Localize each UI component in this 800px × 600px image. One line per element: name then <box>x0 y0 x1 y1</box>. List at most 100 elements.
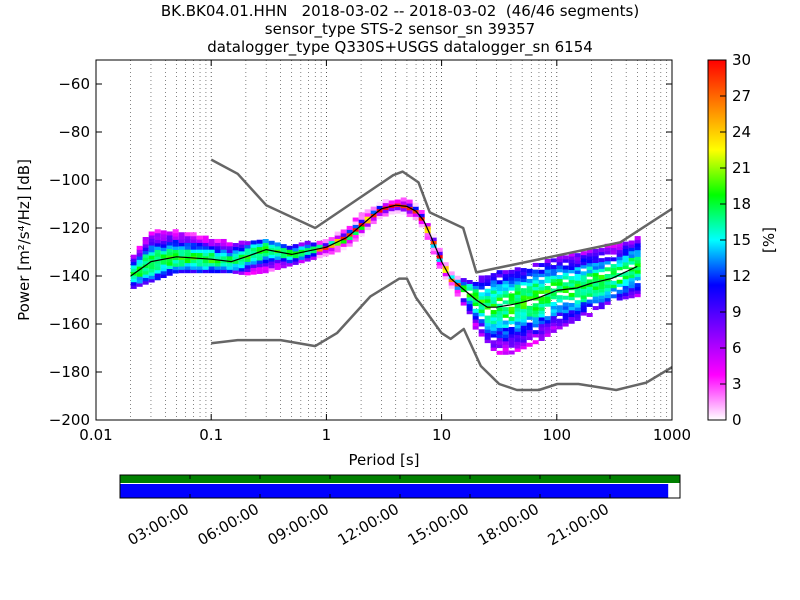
heatmap-cell <box>370 216 377 221</box>
heatmap-cell <box>136 255 143 260</box>
heatmap-cell <box>166 238 173 243</box>
heatmap-cell <box>430 233 437 238</box>
heatmap-cell <box>604 297 611 302</box>
heatmap-cell <box>568 265 575 270</box>
heatmap-cell <box>538 316 545 321</box>
heatmap-cell <box>496 320 503 325</box>
heatmap-cell <box>418 209 425 214</box>
heatmap-cell <box>148 265 155 270</box>
heatmap-cell <box>400 207 407 212</box>
heatmap-cell <box>226 265 233 270</box>
heatmap-cell <box>532 309 539 314</box>
heatmap-cell <box>520 298 527 303</box>
heatmap-cell <box>142 267 149 272</box>
heatmap-cell <box>532 320 539 325</box>
heatmap-cell <box>532 262 539 267</box>
heatmap-cell <box>520 315 527 320</box>
heatmap-cell <box>478 312 485 317</box>
heatmap-cell <box>136 249 143 254</box>
heatmap-cell <box>208 265 215 270</box>
y-tick-label: −180 <box>49 363 90 381</box>
heatmap-cell <box>334 238 341 243</box>
heatmap-cell <box>142 253 149 258</box>
heatmap-cell <box>160 233 167 238</box>
heatmap-cell <box>286 259 293 264</box>
heatmap-cell <box>550 275 557 280</box>
heatmap-cell <box>154 239 161 244</box>
heatmap-cell <box>328 237 335 242</box>
heatmap-cell <box>496 307 503 312</box>
heatmap-cell <box>154 262 161 267</box>
heatmap-cell <box>292 257 299 262</box>
heatmap-cell <box>142 240 149 245</box>
heatmap-cell <box>172 256 179 261</box>
heatmap-cell <box>508 283 515 288</box>
heatmap-cell <box>238 267 245 272</box>
heatmap-cell <box>280 247 287 252</box>
heatmap-cell <box>358 229 365 234</box>
heatmap-cell <box>568 262 575 267</box>
heatmap-cell <box>526 292 533 297</box>
heatmap-cell <box>478 285 485 290</box>
x-axis: 0.01 0.1 1 10 100 1000 <box>79 60 691 444</box>
heatmap-cell <box>628 294 635 299</box>
heatmap-cell <box>532 333 539 338</box>
heatmap-cell <box>154 235 161 240</box>
colorbar-tick-label: 15 <box>732 231 751 249</box>
heatmap-cell <box>508 269 515 274</box>
heatmap-cell <box>496 317 503 322</box>
heatmap-cell <box>286 262 293 267</box>
heatmap-cell <box>496 273 503 278</box>
heatmap-cell <box>268 264 275 269</box>
heatmap-cell <box>436 257 443 262</box>
heatmap-cell <box>154 229 161 234</box>
heatmap-cell <box>232 243 239 248</box>
heatmap-cell <box>532 286 539 291</box>
heatmap-cell <box>586 252 593 257</box>
x-tick-label: 10 <box>432 426 451 444</box>
heatmap-cell <box>634 246 641 251</box>
heatmap-cell <box>346 229 353 234</box>
heatmap-cell <box>514 297 521 302</box>
heatmap-cell <box>136 266 143 271</box>
heatmap-cell <box>262 259 269 264</box>
heatmap-cell <box>532 283 539 288</box>
heatmap-cell <box>298 255 305 260</box>
heatmap-cell <box>256 256 263 261</box>
heatmap-cell <box>598 248 605 253</box>
heatmap-cell <box>130 268 137 273</box>
heatmap-cell <box>148 278 155 283</box>
heatmap-cell <box>424 219 431 224</box>
heatmap-cell <box>538 283 545 288</box>
heatmap-cell <box>490 347 497 352</box>
heatmap-cell <box>142 243 149 248</box>
heatmap-cell <box>214 255 221 260</box>
heatmap-cell <box>598 298 605 303</box>
colorbar-tick-label: 18 <box>732 195 751 213</box>
heatmap-cell <box>220 245 227 250</box>
heatmap-cell <box>508 337 515 342</box>
heatmap-cell <box>274 242 281 247</box>
heatmap-cell <box>208 238 215 243</box>
heatmap-cell <box>154 252 161 257</box>
heatmap-cell <box>610 280 617 285</box>
heatmap-cell <box>160 240 167 245</box>
heatmap-cell <box>250 270 257 275</box>
heatmap-cell <box>382 209 389 214</box>
nlnm-curve <box>211 277 672 392</box>
heatmap-cell <box>634 239 641 244</box>
heatmap-cell <box>484 332 491 337</box>
heatmap-cell <box>322 252 329 257</box>
heatmap-cell <box>226 262 233 267</box>
heatmap-cell <box>550 318 557 323</box>
heatmap-cell <box>508 310 515 315</box>
heatmap-cell <box>214 249 221 254</box>
heatmap-cell <box>394 206 401 211</box>
heatmap-cell <box>526 336 533 341</box>
heatmap-cell <box>358 219 365 224</box>
heatmap-cell <box>190 252 197 257</box>
x-axis-label: Period [s] <box>348 451 419 469</box>
colorbar-tick-label: 3 <box>732 375 742 393</box>
heatmap-cell <box>196 249 203 254</box>
heatmap-cell <box>280 254 287 259</box>
